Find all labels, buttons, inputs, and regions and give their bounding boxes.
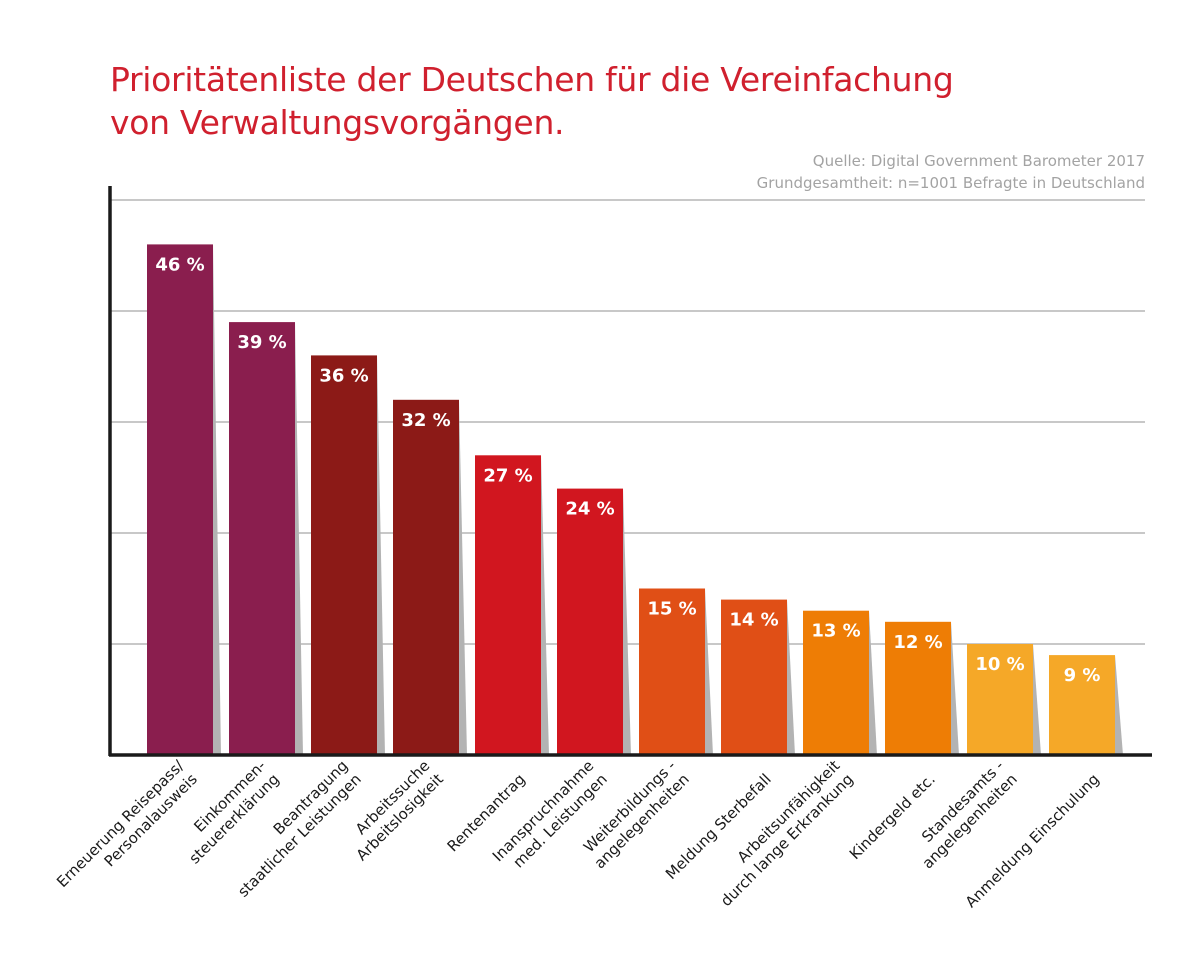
bar-shadow <box>1115 655 1123 755</box>
x-tick-label-line: Kindergeld etc. <box>846 770 939 863</box>
bar-value-label: 39 % <box>237 332 286 353</box>
bar <box>229 322 295 755</box>
source-line-1: Quelle: Digital Government Barometer 201… <box>812 152 1145 170</box>
bar <box>147 244 213 755</box>
x-tick-label: Arbeitsunfähigkeitdurch lange Erkrankung <box>704 757 857 910</box>
bar <box>1049 655 1115 755</box>
bar-shadow <box>459 399 467 755</box>
x-tick-label: ArbeitssucheArbeitslosigkeit <box>339 757 447 865</box>
bar-value-label: 14 % <box>729 610 778 631</box>
bar-value-label: 10 % <box>975 654 1024 675</box>
chart-title-line-1: Prioritätenliste der Deutschen für die V… <box>110 60 954 99</box>
bar <box>475 455 541 755</box>
bar <box>721 599 787 755</box>
bar-value-label: 24 % <box>565 499 614 520</box>
bar-shadow <box>213 244 221 755</box>
x-tick-label-line: durch lange Erkrankung <box>717 770 857 910</box>
bar <box>885 621 951 755</box>
source-line-2: Grundgesamtheit: n=1001 Befragte in Deut… <box>756 174 1145 192</box>
bar <box>311 355 377 755</box>
bar-value-label: 9 % <box>1064 665 1101 686</box>
bar <box>967 644 1033 755</box>
bar-value-label: 12 % <box>893 632 942 653</box>
x-tick-label: Erneuerung Reisepass/Personalausweis <box>53 756 201 904</box>
bar-shadow <box>1033 644 1041 755</box>
chart-title-line-2: von Verwaltungsvorgängen. <box>110 103 565 142</box>
bar-shadow <box>295 322 303 755</box>
chart-title: Prioritätenliste der Deutschen für die V… <box>110 58 954 144</box>
bar-shadow <box>623 488 631 755</box>
bar-value-label: 13 % <box>811 621 860 642</box>
bar-shadow <box>541 455 549 755</box>
bar-value-label: 27 % <box>483 465 532 486</box>
source-note: Quelle: Digital Government Barometer 201… <box>757 150 1145 194</box>
bar <box>803 610 869 755</box>
bar-value-label: 46 % <box>155 254 204 275</box>
bar-shadow <box>705 588 713 755</box>
bar <box>639 588 705 755</box>
bar-value-label: 36 % <box>319 365 368 386</box>
bar <box>393 399 459 755</box>
bar <box>557 488 623 755</box>
bar-shadow <box>377 355 385 755</box>
bar-value-label: 15 % <box>647 599 696 620</box>
bar-shadow <box>787 599 795 755</box>
bar-shadow <box>869 610 877 755</box>
x-tick-label-line: Erneuerung Reisepass/ <box>53 756 188 891</box>
bar-shadow <box>951 621 959 755</box>
x-tick-label: Kindergeld etc. <box>846 770 939 863</box>
bar-value-label: 32 % <box>401 410 450 431</box>
